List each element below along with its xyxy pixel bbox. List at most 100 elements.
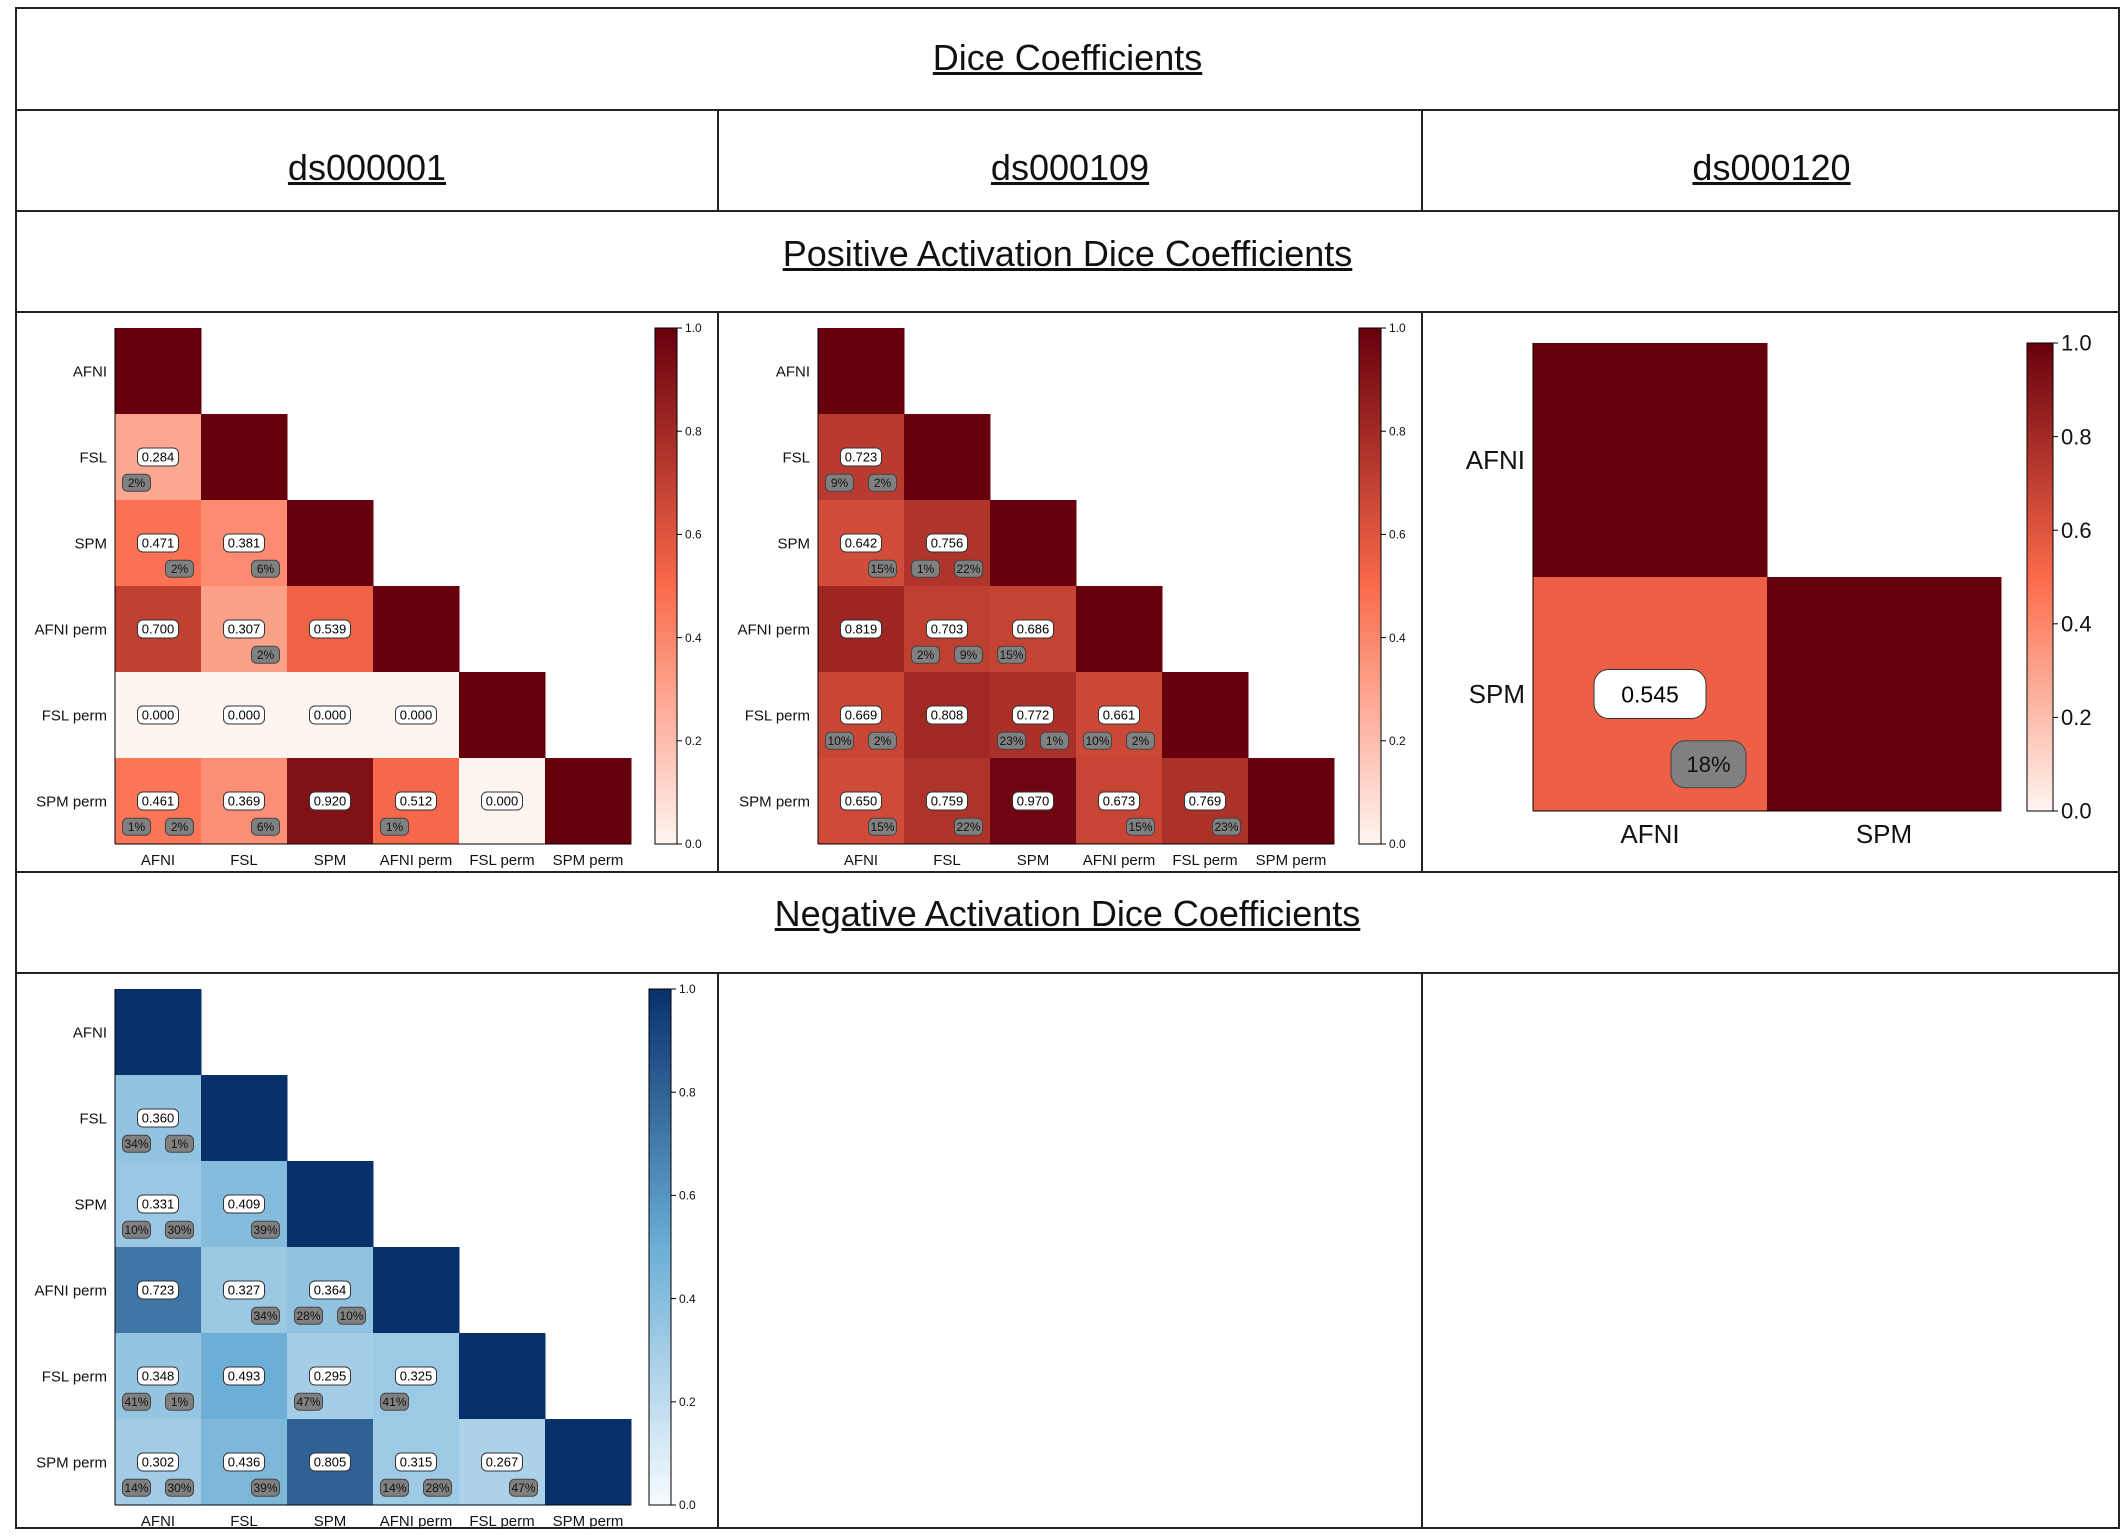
- heatmap-cell: [201, 1075, 288, 1162]
- value-label: 0.295: [314, 1369, 347, 1384]
- row-divider: [17, 972, 2118, 974]
- percent-badge: 6%: [257, 562, 275, 576]
- percent-badge-box: [954, 559, 983, 578]
- percent-badge-box: [825, 731, 854, 750]
- percent-badge-box: [954, 645, 983, 664]
- percent-badge-box: [509, 1478, 538, 1497]
- percent-badge: 18%: [1686, 752, 1730, 777]
- percent-badge-box: [868, 731, 897, 750]
- percent-badge: 2%: [171, 562, 189, 576]
- value-label-box: [395, 1366, 437, 1386]
- percent-badge-box: [1040, 731, 1069, 750]
- value-label-box: [137, 1108, 179, 1128]
- heatmap-ds000001-positive: 0.284 2% 0.471 2% 0.381 6% 0.700 0.307 2% 0.539 0.…: [34, 321, 702, 869]
- value-label-box: [223, 1452, 265, 1472]
- value-label-box: [137, 1280, 179, 1300]
- percent-badge: 2%: [917, 648, 935, 662]
- percent-badge-box: [1083, 731, 1112, 750]
- percent-badge-box: [122, 1478, 151, 1497]
- percent-badge-box: [165, 1220, 194, 1239]
- value-label: 0.805: [314, 1455, 347, 1470]
- percent-badge-box: [868, 559, 897, 578]
- value-label: 0.669: [845, 708, 878, 723]
- percent-badge-box: [1126, 817, 1155, 836]
- value-label: 0.772: [1017, 708, 1050, 723]
- percent-badge: 1%: [917, 562, 935, 576]
- colorbar-tick-label: 0.2: [685, 734, 702, 748]
- percent-badge: 14%: [124, 1481, 148, 1495]
- percent-badge-box: [251, 1220, 280, 1239]
- y-tick-label: SPM: [74, 535, 107, 552]
- value-label: 0.325: [400, 1369, 433, 1384]
- percent-badge-box: [868, 817, 897, 836]
- value-label: 0.723: [845, 450, 878, 465]
- x-tick-label: SPM perm: [553, 1513, 624, 1529]
- value-label-box: [309, 705, 351, 725]
- colorbar-tick-label: 0.4: [2061, 612, 2092, 637]
- value-label: 0.493: [228, 1369, 261, 1384]
- value-label-box: [1012, 705, 1054, 725]
- percent-badge: 9%: [831, 476, 849, 490]
- percent-badge-box: [122, 473, 151, 492]
- value-label: 0.471: [142, 536, 175, 551]
- y-tick-label: FSL perm: [42, 1368, 107, 1385]
- value-label: 0.461: [142, 794, 175, 809]
- value-label: 0.360: [142, 1111, 175, 1126]
- value-label-box: [137, 619, 179, 639]
- percent-badge-box: [251, 645, 280, 664]
- percent-badge-box: [251, 1306, 280, 1325]
- heatmap-cell: [1162, 672, 1249, 759]
- percent-badge-box: [997, 731, 1026, 750]
- colorbar-tick-label: 0.2: [1389, 734, 1406, 748]
- percent-badge: 34%: [253, 1309, 277, 1323]
- percent-badge: 10%: [827, 734, 851, 748]
- heatmap-cell: [201, 414, 288, 501]
- value-label: 0.348: [142, 1369, 175, 1384]
- x-tick-label: AFNI perm: [380, 852, 453, 869]
- y-tick-label: FSL: [782, 449, 810, 466]
- percent-badge-box: [423, 1478, 452, 1497]
- percent-badge: 1%: [1046, 734, 1064, 748]
- colorbar: [654, 327, 678, 845]
- value-label: 0.267: [486, 1455, 519, 1470]
- y-tick-label: FSL perm: [745, 707, 810, 724]
- value-label: 0.673: [1103, 794, 1136, 809]
- x-tick-label: AFNI perm: [380, 1513, 453, 1529]
- colorbar-tick-label: 0.0: [1389, 837, 1406, 851]
- value-label-box: [309, 791, 351, 811]
- y-tick-label: AFNI: [73, 363, 107, 380]
- percent-badge: 10%: [124, 1223, 148, 1237]
- value-label: 0.700: [142, 622, 175, 637]
- percent-badge: 22%: [956, 562, 980, 576]
- y-tick-label: SPM perm: [36, 1454, 107, 1471]
- colorbar-tick-label: 1.0: [2061, 331, 2092, 356]
- percent-badge: 23%: [999, 734, 1023, 748]
- y-tick-label: SPM: [1469, 679, 1525, 709]
- colorbar-tick-label: 0.2: [2061, 705, 2092, 730]
- colorbar-tick-label: 0.6: [685, 528, 702, 542]
- value-label-box: [223, 791, 265, 811]
- value-label: 0.661: [1103, 708, 1136, 723]
- y-tick-label: AFNI: [73, 1024, 107, 1041]
- percent-badge: 41%: [124, 1395, 148, 1409]
- percent-badge-box: [122, 1220, 151, 1239]
- value-label: 0.970: [1017, 794, 1050, 809]
- percent-badge: 2%: [874, 476, 892, 490]
- percent-badge: 15%: [870, 820, 894, 834]
- value-label-box: [481, 791, 523, 811]
- value-label: 0.327: [228, 1283, 261, 1298]
- value-label: 0.302: [142, 1455, 175, 1470]
- colorbar: [648, 988, 672, 1506]
- y-tick-label: FSL: [79, 1110, 107, 1127]
- value-label-box: [309, 1452, 351, 1472]
- value-label: 0.000: [228, 708, 261, 723]
- percent-badge: 14%: [382, 1481, 406, 1495]
- percent-badge: 30%: [167, 1481, 191, 1495]
- percent-badge: 2%: [128, 476, 146, 490]
- percent-badge: 1%: [171, 1137, 189, 1151]
- value-label: 0.409: [228, 1197, 261, 1212]
- heatmap-cell: [373, 586, 460, 673]
- percent-badge: 10%: [1085, 734, 1109, 748]
- value-label: 0.381: [228, 536, 261, 551]
- colorbar-tick-label: 1.0: [1389, 321, 1406, 335]
